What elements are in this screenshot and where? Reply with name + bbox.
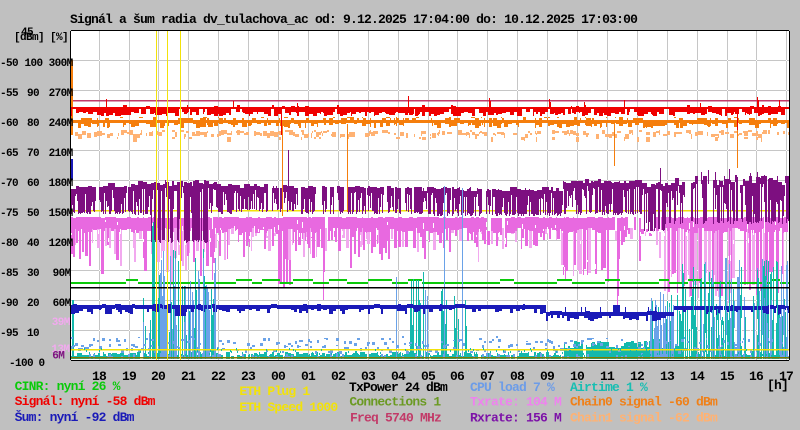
svg-text:20: 20 <box>27 298 39 310</box>
svg-text:60M: 60M <box>53 298 72 310</box>
svg-text:39M: 39M <box>52 317 71 329</box>
svg-text:0: 0 <box>39 358 45 370</box>
svg-text:08: 08 <box>510 369 525 384</box>
svg-text:05: 05 <box>421 369 436 384</box>
svg-text:60: 60 <box>27 178 39 190</box>
svg-text:150M: 150M <box>49 208 74 220</box>
svg-text:300M: 300M <box>49 58 74 70</box>
svg-text:18: 18 <box>92 369 107 384</box>
svg-text:80: 80 <box>27 118 39 130</box>
svg-text:CPU load 7 %: CPU load 7 % <box>470 380 555 395</box>
svg-text:-70: -70 <box>0 178 18 190</box>
svg-text:-65: -65 <box>0 148 19 160</box>
svg-text:-100: -100 <box>9 358 33 370</box>
svg-text:10: 10 <box>570 369 585 384</box>
svg-text:[dBm] [%]: [dBm] [%] <box>14 32 68 44</box>
svg-text:70: 70 <box>27 148 39 160</box>
svg-text:240M: 240M <box>49 118 74 130</box>
svg-text:-55: -55 <box>0 88 19 100</box>
svg-text:20: 20 <box>151 369 166 384</box>
svg-text:21: 21 <box>181 369 196 384</box>
svg-text:00: 00 <box>271 369 286 384</box>
svg-text:17: 17 <box>779 369 793 384</box>
svg-text:120M: 120M <box>49 238 74 250</box>
svg-text:Chain0 signal -60 dBm: Chain0 signal -60 dBm <box>570 395 718 410</box>
svg-text:Connections 1: Connections 1 <box>349 395 441 410</box>
svg-text:90M: 90M <box>53 268 72 280</box>
svg-text:-75: -75 <box>0 208 19 220</box>
svg-text:[h]: [h] <box>767 378 788 393</box>
svg-text:11: 11 <box>600 369 615 384</box>
svg-text:15: 15 <box>720 369 735 384</box>
svg-text:19: 19 <box>122 369 137 384</box>
svg-text:Šum: nyní -92 dBm: Šum: nyní -92 dBm <box>15 410 135 425</box>
svg-text:50: 50 <box>27 208 39 220</box>
svg-text:Signál: nyní -58 dBm: Signál: nyní -58 dBm <box>15 394 156 409</box>
svg-text:22: 22 <box>211 369 226 384</box>
svg-text:16: 16 <box>749 369 764 384</box>
svg-text:ETH Speed 1000: ETH Speed 1000 <box>239 400 338 415</box>
svg-text:07: 07 <box>480 369 494 384</box>
svg-text:13M: 13M <box>51 344 70 356</box>
svg-text:Freq 5740 MHz: Freq 5740 MHz <box>350 411 441 426</box>
svg-text:Signál a šum radia dv_tulachov: Signál a šum radia dv_tulachova_ac od: 9… <box>70 12 638 27</box>
svg-text:06: 06 <box>450 369 465 384</box>
svg-text:180M: 180M <box>49 178 74 190</box>
svg-text:Airtime 1 %: Airtime 1 % <box>570 380 648 395</box>
svg-text:30: 30 <box>27 268 39 280</box>
svg-text:100: 100 <box>25 58 43 70</box>
svg-text:210M: 210M <box>49 148 74 160</box>
svg-text:14: 14 <box>690 369 705 384</box>
svg-text:09: 09 <box>540 369 555 384</box>
svg-text:13: 13 <box>660 369 675 384</box>
svg-text:6M: 6M <box>52 351 65 363</box>
svg-text:40: 40 <box>27 238 39 250</box>
svg-text:-60: -60 <box>0 118 18 130</box>
svg-text:-80: -80 <box>0 238 18 250</box>
svg-text:Chain1 signal -62 dBm: Chain1 signal -62 dBm <box>570 411 718 426</box>
svg-text:04: 04 <box>391 369 406 384</box>
svg-text:-90: -90 <box>0 298 18 310</box>
svg-text:270M: 270M <box>49 88 74 100</box>
svg-text:90: 90 <box>27 88 39 100</box>
svg-text:23: 23 <box>241 369 256 384</box>
svg-text:TxPower 24 dBm: TxPower 24 dBm <box>349 380 448 395</box>
svg-text:ETH Plug 1: ETH Plug 1 <box>239 384 310 399</box>
svg-text:-50: -50 <box>0 58 18 70</box>
svg-text:03: 03 <box>361 369 376 384</box>
svg-text:-85: -85 <box>0 268 19 280</box>
svg-text:Rxrate: 156 M: Rxrate: 156 M <box>470 411 562 426</box>
svg-text:Txrate: 104 M: Txrate: 104 M <box>470 395 562 410</box>
svg-text:01: 01 <box>301 369 316 384</box>
svg-text:02: 02 <box>331 369 346 384</box>
svg-text:-95: -95 <box>0 328 19 340</box>
svg-text:45: 45 <box>21 27 34 39</box>
svg-text:12: 12 <box>630 369 645 384</box>
svg-text:CINR: nyní 26 %: CINR: nyní 26 % <box>15 379 121 394</box>
svg-text:10: 10 <box>27 328 39 340</box>
